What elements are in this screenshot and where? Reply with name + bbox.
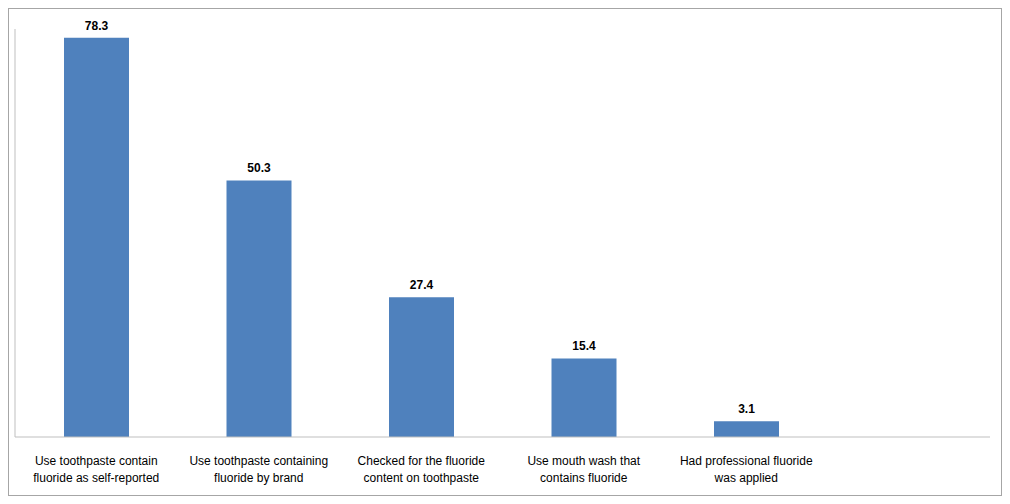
svg-text:Had professional fluoride: Had professional fluoride (680, 454, 813, 468)
svg-text:was applied: was applied (714, 471, 778, 485)
svg-text:Use toothpaste contain: Use toothpaste contain (35, 454, 158, 468)
svg-text:Use mouth wash that: Use mouth wash that (527, 454, 640, 468)
svg-text:content on toothpaste: content on toothpaste (364, 471, 480, 485)
svg-text:50.3: 50.3 (247, 161, 271, 175)
svg-text:27.4: 27.4 (410, 278, 434, 292)
svg-text:Checked for the fluoride: Checked for the fluoride (358, 454, 486, 468)
svg-text:fluoride as self-reported: fluoride as self-reported (33, 471, 159, 485)
svg-text:78.3: 78.3 (85, 19, 109, 33)
svg-text:3.1: 3.1 (738, 402, 755, 416)
svg-text:Use toothpaste containing: Use toothpaste containing (189, 454, 328, 468)
svg-text:contains fluoride: contains fluoride (540, 471, 628, 485)
svg-text:fluoride by brand: fluoride by brand (214, 471, 303, 485)
svg-text:15.4: 15.4 (572, 339, 596, 353)
